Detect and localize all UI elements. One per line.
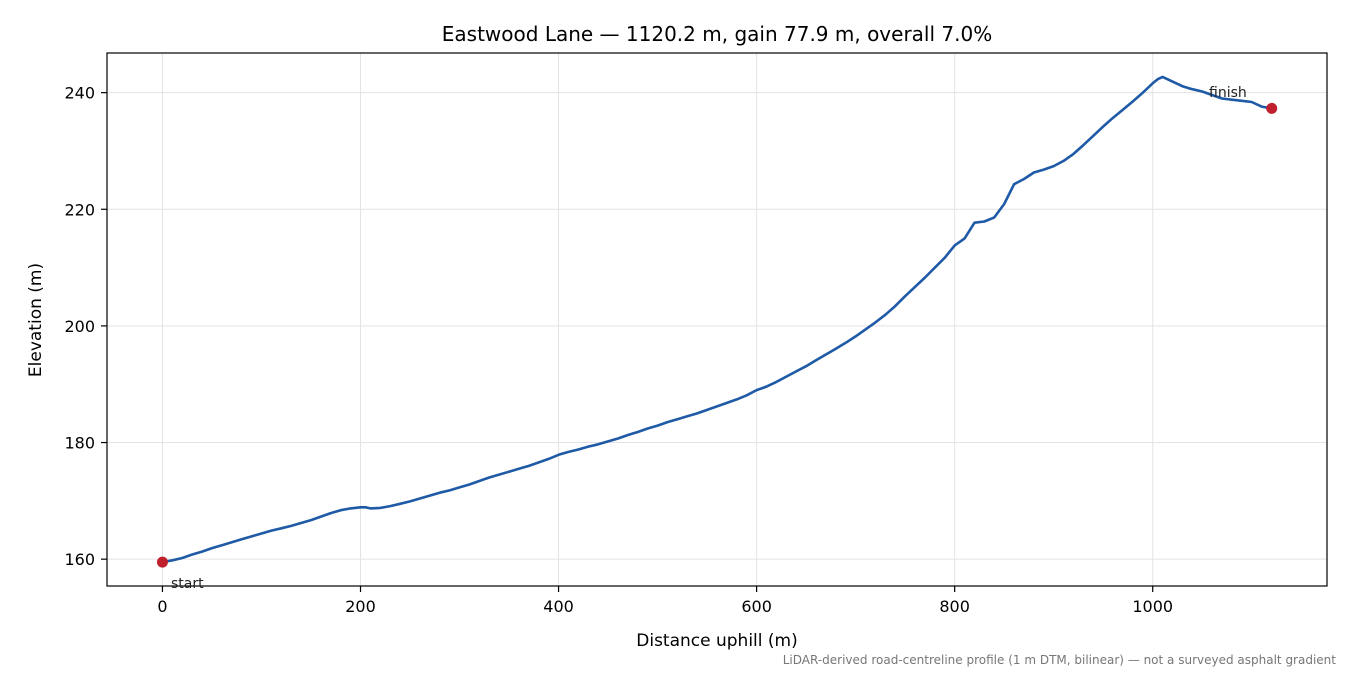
y-axis-label: Elevation (m) [26,263,46,377]
elevation-line [161,75,1273,564]
chart-title: Eastwood Lane — 1120.2 m, gain 77.9 m, o… [442,22,992,46]
x-tick-label: 800 [939,597,970,616]
y-tick-label: 240 [64,84,95,103]
y-axis: 160 180 200 220 240 [64,84,107,569]
finish-marker [1266,102,1278,114]
plot-frame [106,52,1328,587]
x-axis: 0 200 400 600 800 1000 [157,586,1173,616]
grid [107,53,1327,586]
footnote: LiDAR-derived road-centreline profile (1… [783,653,1337,667]
y-tick-label: 180 [64,434,95,453]
finish-annotation: finish [1209,85,1247,101]
x-tick-label: 1000 [1132,597,1173,616]
x-axis-label: Distance uphill (m) [636,631,797,651]
x-tick-label: 400 [543,597,574,616]
x-tick-label: 0 [157,597,167,616]
start-annotation: start [171,576,204,592]
y-tick-label: 220 [64,200,95,219]
marker-layer [156,102,1278,568]
y-tick-label: 160 [64,550,95,569]
x-tick-label: 600 [741,597,772,616]
x-tick-label: 200 [345,597,376,616]
y-tick-label: 200 [64,317,95,336]
start-marker [156,556,168,568]
series-layer [161,75,1273,564]
